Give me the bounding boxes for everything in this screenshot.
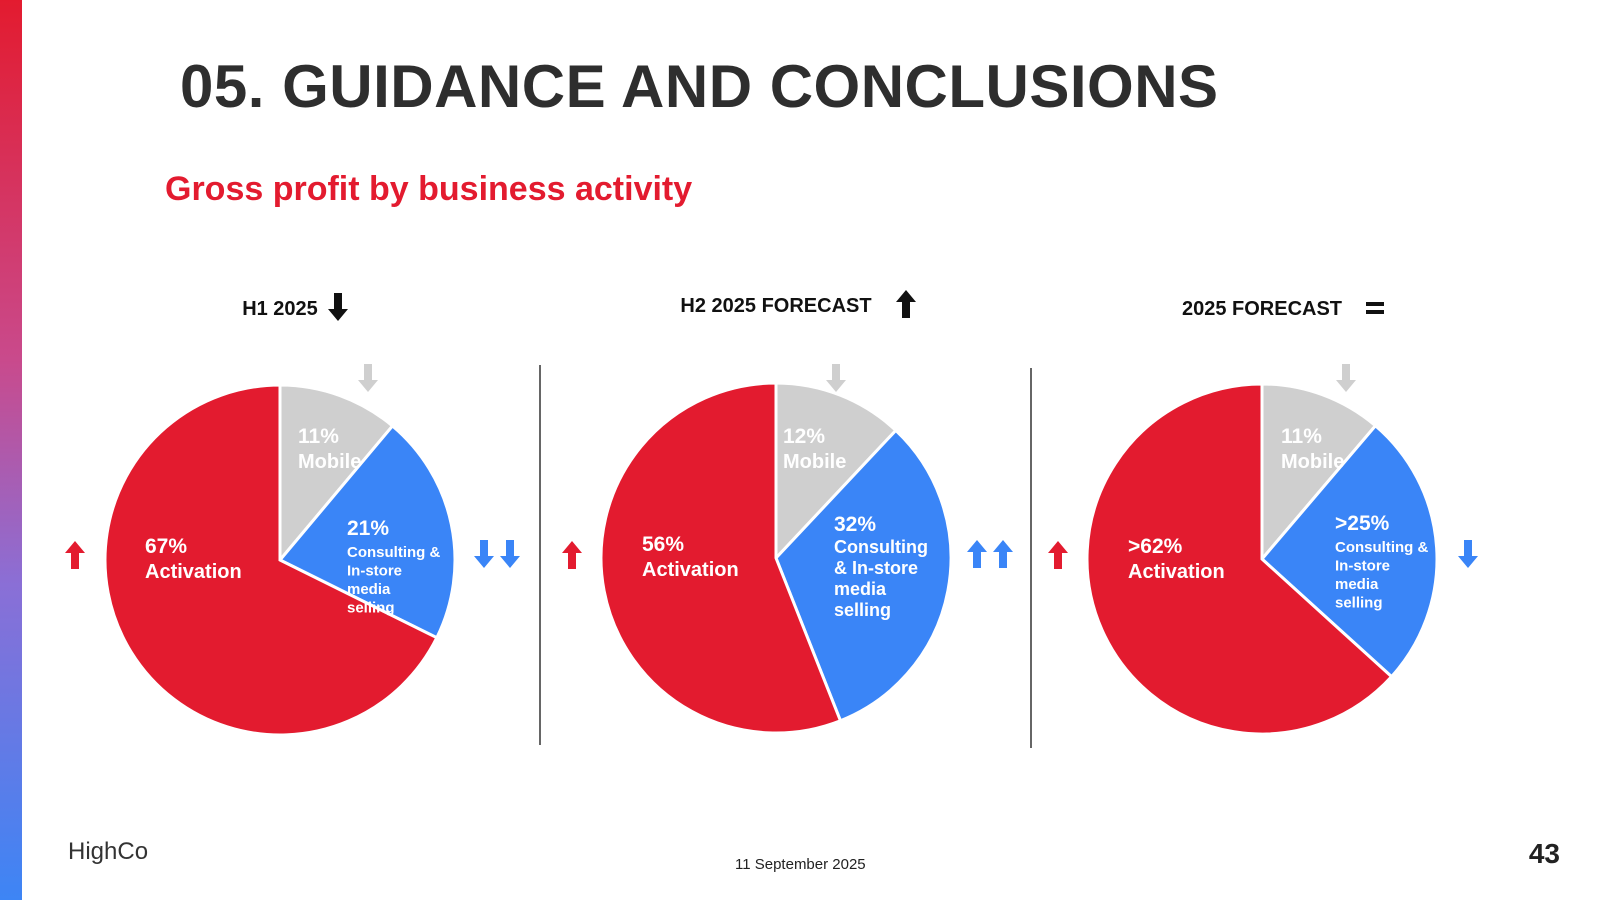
slice-value-label: >25% [1335,512,1390,535]
slice-category-label: media [1335,576,1379,593]
page-title: 05. GUIDANCE AND CONCLUSIONS [180,53,1219,120]
slice-category-label: Mobile [783,451,846,473]
arrow-down-icon [1336,364,1356,392]
slice-category-label: Consulting & [347,544,440,561]
slice-category-label: selling [347,600,395,617]
slice-category-label: Mobile [298,451,361,473]
highco-logo: HighCo [68,838,149,865]
slice-value-label: >62% [1128,535,1183,558]
slice-value-label: 11% [298,425,339,448]
arrow-down-icon [826,364,846,392]
slice-value-label: 67% [145,535,187,558]
slice-category-label: selling [834,600,891,620]
equals-icon [1366,302,1384,306]
arrow-up-icon [65,541,85,569]
arrow-up-icon [896,290,916,318]
accent-bar [0,0,22,900]
arrow-down-icon [500,540,520,568]
arrow-down-icon [358,364,378,392]
arrow-down-icon [474,540,494,568]
slice-category-label: Activation [145,561,242,583]
slice-value-label: 21% [347,517,389,540]
pie-slice-activation [599,381,843,735]
arrow-down-icon [1458,540,1478,568]
slice-category-label: Activation [642,559,739,581]
slice-category-label: & In-store [834,558,918,578]
footer-date: 11 September 2025 [735,856,866,873]
pie-slice-mobile [278,383,395,565]
slice-category-label: In-store [347,563,402,580]
slice-category-label: Activation [1128,561,1225,583]
arrow-up-icon [1048,541,1068,569]
slice-category-label: Consulting & [1335,539,1428,556]
equals-icon [1366,310,1384,314]
pie-slice-consulting [277,423,457,640]
slice-category-label: selling [1335,595,1383,612]
chart-title: H2 2025 FORECAST [680,295,871,317]
slice-category-label: Mobile [1281,451,1344,473]
slice-value-label: 12% [783,425,825,448]
pie-slice-mobile [774,381,898,562]
page-number: 43 [1528,838,1560,869]
slice-category-label: media [834,579,887,599]
pie-slice-mobile [1260,382,1378,564]
pie-slice-consulting [774,428,953,723]
arrow-up-icon [967,540,987,568]
slice-value-label: 32% [834,513,876,536]
pie-slice-activation [1085,382,1394,736]
pie-slice-activation [103,383,439,737]
arrow-up-icon [562,541,582,569]
chart-title: H1 2025 [242,298,318,320]
slice-value-label: 11% [1281,425,1322,448]
chart-title: 2025 FORECAST [1182,298,1342,320]
slice-value-label: 56% [642,533,684,556]
slice-category-label: media [347,581,391,598]
slice-category-label: Consulting [834,537,928,557]
chart-subtitle: Gross profit by business activity [165,170,693,208]
arrow-up-icon [993,540,1013,568]
pie-slice-consulting [1259,423,1439,679]
arrow-down-icon [328,293,348,321]
slice-category-label: In-store [1335,558,1390,575]
